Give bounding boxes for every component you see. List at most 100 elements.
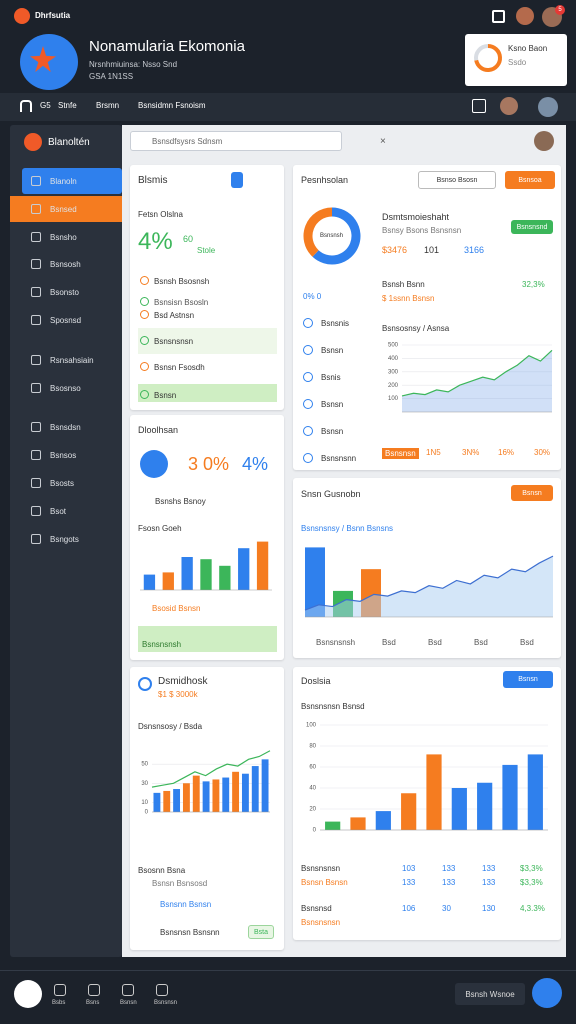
avatar[interactable]: [500, 97, 518, 115]
toggle[interactable]: [231, 172, 243, 188]
sidebar-item[interactable]: Bsonsto: [50, 288, 79, 298]
list-icon: [303, 453, 313, 463]
sidebar-item[interactable]: Blanoln: [50, 177, 77, 186]
row-icon: [140, 336, 149, 345]
nav-item[interactable]: G5: [40, 101, 51, 110]
cell: 133: [482, 864, 496, 873]
row[interactable]: Bsnsh Bsosnsh: [154, 277, 210, 286]
donut-sub: 0% 0: [303, 292, 322, 301]
sidebar-item[interactable]: Bsosnso: [50, 383, 81, 393]
nav-icon[interactable]: [20, 100, 32, 112]
bottom-icon[interactable]: [88, 984, 100, 996]
close-icon[interactable]: ×: [380, 136, 386, 147]
bottom-icon[interactable]: [54, 984, 66, 996]
icon: [140, 450, 168, 478]
bottom-icon[interactable]: [156, 984, 168, 996]
chart-foot: 30%: [534, 448, 551, 457]
sidebar-item[interactable]: Bsnsdsn: [50, 423, 81, 433]
card-title: Dsmidhosk: [158, 676, 208, 687]
row[interactable]: Bsnsn: [154, 391, 177, 400]
sidebar-item[interactable]: Bsnsho: [50, 232, 77, 242]
list-item[interactable]: Bsnsn: [321, 400, 344, 409]
nav-item[interactable]: Brsmn: [96, 101, 120, 110]
chart-foot: Bsd: [520, 638, 534, 647]
button[interactable]: Bsnsn: [503, 671, 553, 688]
sidebar-item[interactable]: Sposnsd: [50, 316, 82, 325]
sidebar-item[interactable]: Bsnsed: [50, 204, 77, 214]
item-icon: [31, 422, 41, 433]
avatar[interactable]: [534, 131, 554, 151]
list-item[interactable]: Bsnsnis: [321, 319, 350, 328]
chart-foot: Bsd: [474, 638, 488, 647]
widget-title: Ksno Baon: [508, 44, 548, 53]
bottom-item[interactable]: Bsnsnsn: [154, 1000, 178, 1006]
sidebar-item[interactable]: Rsnsahsiain: [50, 355, 94, 365]
label: Fetsn Olslna: [138, 210, 183, 219]
widget-sub: Ssdo: [508, 58, 527, 67]
list-item[interactable]: Bsnsn: [321, 427, 344, 436]
item-icon: [31, 231, 41, 242]
row-icon: [140, 310, 149, 319]
item-icon: [31, 533, 41, 544]
card-title: Snsn Gusnobn: [301, 489, 361, 499]
nav-item[interactable]: Stnfe: [58, 101, 77, 110]
nav-item[interactable]: Bsnsidmn Fsnoism: [138, 101, 206, 110]
icon: [138, 677, 152, 691]
chart-title: Fsosn Goeh: [138, 524, 182, 533]
sidebar-item[interactable]: Bsosts: [50, 479, 75, 488]
search[interactable]: [130, 131, 342, 151]
chart-foot: Bsnsnsnsh: [316, 638, 356, 647]
stat: 60: [183, 234, 194, 244]
bottom-item[interactable]: Bsbs: [52, 1000, 66, 1006]
card: [293, 478, 561, 658]
row[interactable]: Bsnsisn Bsosln: [154, 298, 209, 307]
sidebar-item[interactable]: Bsnsosh: [50, 260, 81, 270]
chart-foot: Bsd: [428, 638, 442, 647]
item-icon: [31, 382, 41, 393]
badge: Bsnsnsnd: [511, 220, 553, 234]
card-title: Blsmis: [138, 175, 168, 186]
button[interactable]: Bsnsoa: [505, 171, 555, 189]
header-line: GSA 1N1SS: [89, 72, 134, 81]
select[interactable]: Bsnso Bsosn: [418, 171, 496, 189]
item-icon: [31, 176, 41, 186]
icon[interactable]: [472, 99, 486, 113]
icon[interactable]: [492, 10, 505, 23]
button[interactable]: Bsnsn: [511, 485, 553, 501]
button[interactable]: Bsnsh Wsnoe: [455, 983, 525, 1005]
list-icon: [303, 318, 313, 328]
row[interactable]: Bsnsnsnsn: [154, 337, 194, 346]
sidebar-item[interactable]: Bsot: [50, 506, 67, 516]
kpi: $3476: [382, 245, 408, 255]
list-icon: [303, 345, 313, 355]
bottom-item[interactable]: Bsns: [86, 1000, 100, 1006]
bottom-icon[interactable]: [122, 984, 134, 996]
home-button[interactable]: [14, 980, 42, 1008]
sidebar: [10, 125, 122, 957]
row: Bsosnn Bsna: [138, 866, 186, 875]
chart-foot: 3N%: [462, 448, 480, 457]
row-icon: [140, 297, 149, 306]
row-icon: [140, 362, 149, 371]
chart-title: Bsnsnsnsy / Bsnn Bsnsns: [301, 524, 394, 533]
brand-icon: [14, 8, 30, 24]
fab[interactable]: [532, 978, 562, 1008]
list-item[interactable]: Bsnsnsnn: [321, 454, 357, 463]
cell: 133: [442, 878, 456, 887]
avatar[interactable]: [516, 7, 534, 25]
active-item[interactable]: [10, 195, 122, 222]
sidebar-item[interactable]: Bsngots: [50, 534, 79, 544]
stat: 3 0%: [188, 454, 230, 474]
row-icon: [140, 276, 149, 285]
logo: [20, 34, 78, 90]
row[interactable]: Bsd Astnsn: [154, 311, 195, 320]
avatar[interactable]: [538, 97, 558, 117]
list-item[interactable]: Bsnis: [321, 373, 341, 382]
list-item[interactable]: Bsnsn: [321, 346, 344, 355]
button[interactable]: Bsta: [248, 925, 274, 939]
nav-bar: [0, 93, 576, 121]
row[interactable]: Bsnsn Fsosdh: [154, 363, 205, 372]
bottom-item[interactable]: Bsnsn: [120, 1000, 137, 1006]
sidebar-item[interactable]: Bsnsos: [50, 451, 77, 461]
active-item[interactable]: [22, 168, 122, 194]
